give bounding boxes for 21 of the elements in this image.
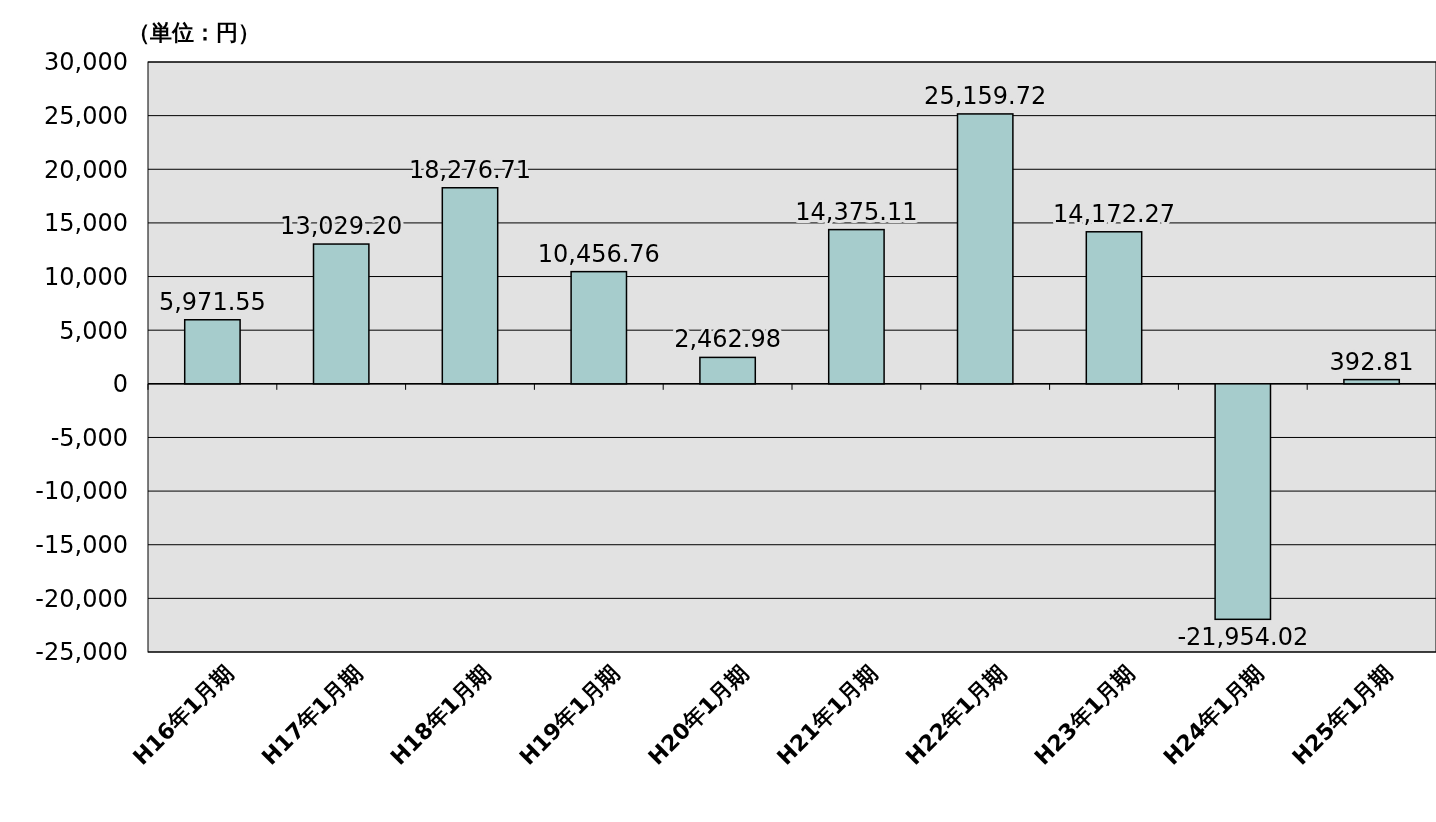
y-tick-label: -25,000 (35, 638, 128, 667)
y-tick-label: 30,000 (44, 48, 128, 77)
data-label: 14,375.11 (795, 197, 918, 226)
text: （単位：円） (128, 20, 260, 45)
y-tick-label: 5,000 (59, 316, 128, 345)
data-label: 392.81 (1329, 347, 1414, 376)
data-label: 10,456.76 (537, 239, 660, 268)
y-tick-label: -5,000 (50, 423, 128, 452)
y-tick-label: 25,000 (44, 102, 128, 131)
y-tick-label: 0 (112, 370, 128, 399)
y-tick-label: -15,000 (35, 531, 128, 560)
data-label: -21,954.02 (1177, 623, 1309, 652)
y-tick-label: -10,000 (35, 477, 128, 506)
data-label: 5,971.55 (158, 287, 266, 316)
data-label: 2,462.98 (674, 325, 782, 354)
y-tick-label: -20,000 (35, 584, 128, 613)
y-tick-label: 10,000 (44, 262, 128, 291)
y-tick-label: 15,000 (44, 209, 128, 238)
data-label: 25,159.72 (924, 81, 1047, 110)
data-label: 14,172.27 (1052, 199, 1176, 228)
y-tick-label: 20,000 (44, 155, 128, 184)
